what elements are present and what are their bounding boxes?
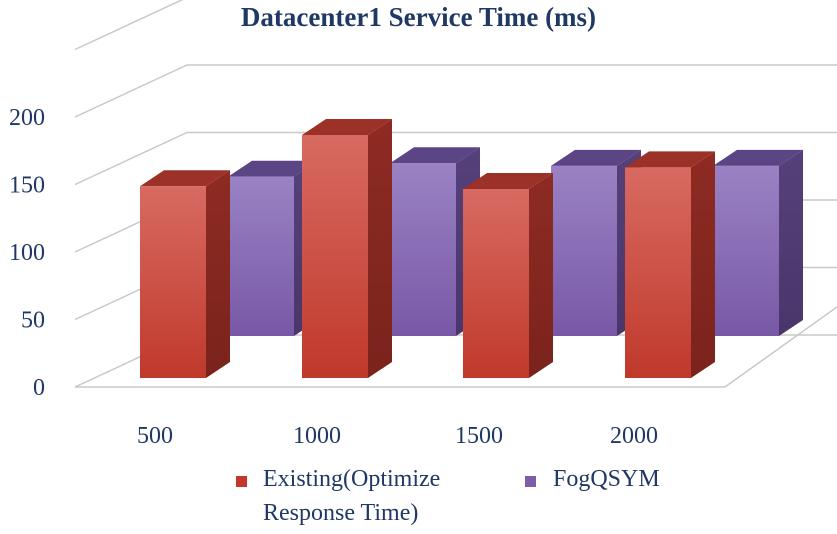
bar-fogqsym-side: [779, 149, 803, 336]
bar-fogqsym-front: [228, 176, 294, 336]
bar-existing-top: [140, 170, 230, 187]
bar-existing: [625, 151, 715, 378]
legend-label-fogqsym: FogQSYM: [553, 466, 660, 492]
floor-edge: [75, 306, 837, 388]
y-tick-label: 0: [33, 375, 45, 401]
bar-fogqsym-front: [713, 165, 779, 336]
legend-label-existing-line1: Existing(Optimize: [263, 466, 441, 492]
chart-title: Datacenter1 Service Time (ms): [240, 2, 597, 32]
legend-swatch-fogqsym: [525, 476, 536, 487]
gridline-side: [74, 0, 184, 51]
gridline-side: [74, 131, 188, 186]
bar-existing-front: [625, 167, 691, 378]
x-tick-label: 2000: [610, 423, 658, 449]
gridline-side: [74, 64, 188, 118]
bar-fogqsym-top: [551, 149, 641, 166]
bar-existing-front: [302, 135, 368, 378]
bar-fogqsym-front: [551, 165, 617, 336]
x-tick-label: 1000: [293, 423, 341, 449]
legend-label-existing: Existing(Optimize Response Time): [263, 462, 440, 530]
bar-existing: [302, 119, 392, 378]
bar-existing-front: [463, 189, 529, 378]
y-tick-label: 50: [21, 308, 45, 334]
bar-existing-front: [140, 186, 206, 378]
bar-existing-side: [529, 173, 553, 378]
bar-fogqsym-front: [390, 163, 456, 336]
legend-swatch-existing: [236, 476, 247, 487]
legend-label-existing-line2: Response Time): [263, 500, 419, 526]
bar-fogqsym-top: [390, 147, 480, 164]
bar-existing-side: [206, 170, 230, 378]
y-tick-label: 100: [9, 240, 45, 266]
y-tick-label: 150: [9, 173, 45, 199]
bar-fogqsym-top: [713, 149, 803, 166]
x-tick-label: 500: [137, 423, 173, 449]
bar-fogqsym-top: [228, 160, 318, 177]
bar-existing-top: [302, 119, 392, 135]
bar-existing-top: [625, 151, 715, 168]
y-tick-label: 200: [9, 105, 45, 131]
bar-existing-top: [463, 173, 553, 189]
bar-existing: [463, 173, 553, 378]
bar-existing-side: [691, 151, 715, 378]
bar-existing-side: [368, 119, 392, 378]
x-tick-label: 1500: [455, 423, 503, 449]
bar-existing: [140, 170, 230, 378]
bar-fogqsym: [713, 149, 803, 336]
